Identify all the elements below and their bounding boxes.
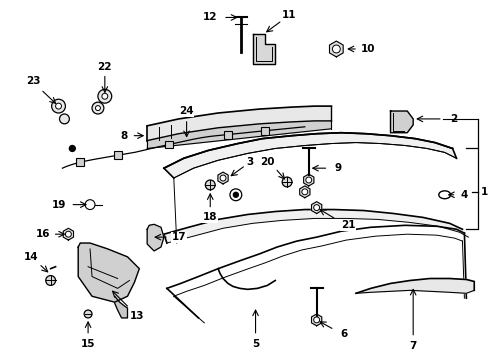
Polygon shape bbox=[63, 228, 73, 240]
Circle shape bbox=[102, 93, 107, 99]
Circle shape bbox=[332, 45, 340, 53]
Bar bbox=[224, 131, 231, 139]
Circle shape bbox=[301, 189, 307, 195]
Polygon shape bbox=[252, 34, 275, 64]
Polygon shape bbox=[163, 133, 456, 178]
Text: 10: 10 bbox=[360, 44, 374, 54]
Text: 24: 24 bbox=[179, 106, 194, 116]
Text: 16: 16 bbox=[36, 229, 50, 239]
Bar bbox=[261, 127, 269, 135]
Text: 8: 8 bbox=[120, 131, 127, 141]
Text: 20: 20 bbox=[260, 157, 274, 167]
Text: 2: 2 bbox=[448, 114, 456, 124]
Circle shape bbox=[220, 175, 225, 181]
Circle shape bbox=[85, 200, 95, 210]
Polygon shape bbox=[355, 279, 473, 293]
Circle shape bbox=[95, 105, 100, 111]
Text: 23: 23 bbox=[25, 76, 40, 86]
Polygon shape bbox=[147, 224, 163, 251]
Text: 22: 22 bbox=[98, 62, 112, 72]
Text: 13: 13 bbox=[130, 311, 144, 321]
Text: 11: 11 bbox=[281, 10, 296, 21]
Circle shape bbox=[60, 114, 69, 124]
Text: 4: 4 bbox=[460, 190, 467, 200]
Text: 6: 6 bbox=[340, 329, 347, 339]
Polygon shape bbox=[163, 210, 468, 243]
Text: 14: 14 bbox=[23, 252, 38, 262]
Text: 12: 12 bbox=[203, 13, 217, 22]
Polygon shape bbox=[299, 186, 309, 198]
Ellipse shape bbox=[438, 191, 450, 199]
Text: 19: 19 bbox=[51, 200, 65, 210]
Polygon shape bbox=[329, 41, 343, 57]
Text: 9: 9 bbox=[334, 163, 341, 173]
Circle shape bbox=[282, 177, 291, 187]
Bar bbox=[164, 141, 172, 148]
Polygon shape bbox=[147, 121, 331, 148]
Polygon shape bbox=[303, 174, 313, 186]
Text: 21: 21 bbox=[340, 220, 355, 230]
Circle shape bbox=[52, 99, 65, 113]
Circle shape bbox=[205, 180, 215, 190]
Text: 7: 7 bbox=[408, 341, 416, 351]
Bar bbox=[76, 158, 84, 166]
Text: 5: 5 bbox=[251, 338, 259, 348]
Text: 3: 3 bbox=[245, 157, 253, 167]
Bar bbox=[114, 152, 122, 159]
Text: 15: 15 bbox=[81, 338, 95, 348]
Circle shape bbox=[313, 204, 319, 211]
Circle shape bbox=[56, 103, 61, 109]
Polygon shape bbox=[78, 243, 139, 302]
Text: 17: 17 bbox=[171, 232, 185, 242]
Circle shape bbox=[45, 275, 56, 285]
Polygon shape bbox=[390, 111, 412, 133]
Circle shape bbox=[69, 145, 75, 152]
Polygon shape bbox=[147, 106, 331, 141]
Circle shape bbox=[65, 231, 71, 237]
Polygon shape bbox=[115, 296, 127, 318]
Circle shape bbox=[313, 317, 319, 323]
Circle shape bbox=[98, 89, 111, 103]
Polygon shape bbox=[147, 126, 159, 141]
Circle shape bbox=[233, 192, 238, 197]
Circle shape bbox=[92, 102, 103, 114]
Circle shape bbox=[305, 177, 311, 183]
Text: 1: 1 bbox=[480, 187, 488, 197]
Text: 18: 18 bbox=[203, 212, 217, 222]
Polygon shape bbox=[311, 202, 321, 213]
Circle shape bbox=[84, 310, 92, 318]
Polygon shape bbox=[311, 314, 321, 326]
Circle shape bbox=[229, 189, 241, 201]
Polygon shape bbox=[218, 172, 228, 184]
